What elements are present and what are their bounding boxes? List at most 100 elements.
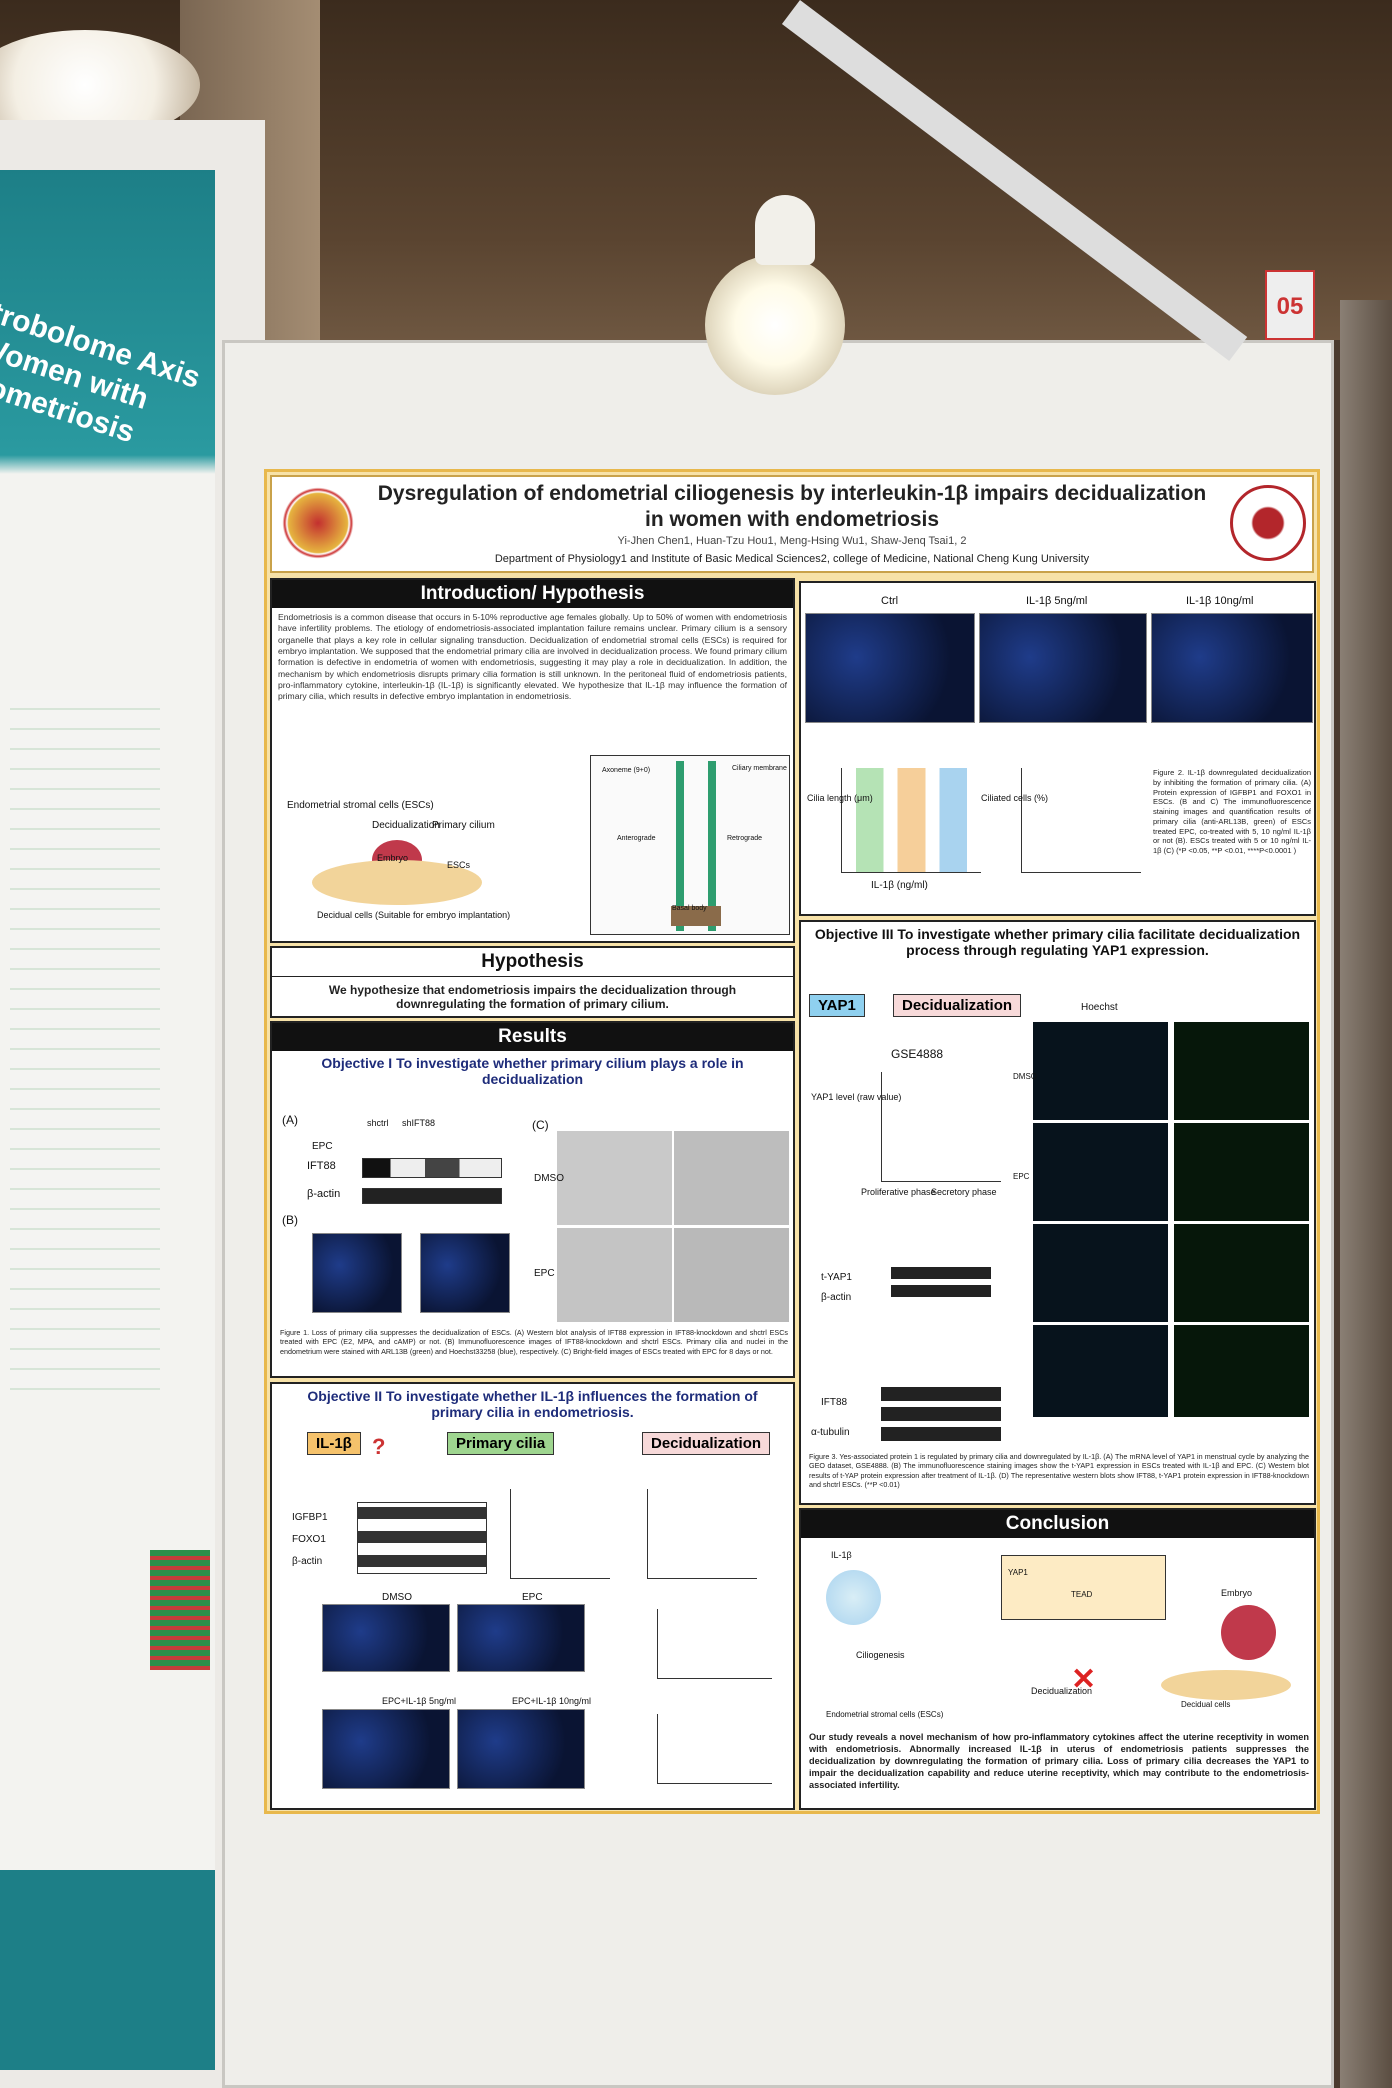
figure-label: IGFBP1 (292, 1512, 328, 1523)
hypothesis-text: We hypothesize that endometriosis impair… (328, 983, 737, 1011)
spot-lamp (705, 255, 845, 395)
micro-image (420, 1233, 510, 1313)
flow-box: Decidualization (642, 1432, 771, 1455)
brightfield-image (557, 1228, 672, 1322)
figure-label: EPC (312, 1141, 333, 1152)
objective-1: Objective I To investigate whether prima… (321, 1055, 744, 1087)
figure-label: (B) (282, 1213, 298, 1227)
bar-chart (647, 1489, 757, 1579)
figure-label: Endometrial stromal cells (ESCs) (826, 1710, 944, 1719)
figure-label: Ctrl (881, 595, 899, 607)
flow-box: IL-1β (307, 1432, 361, 1455)
figure-label: Ciliated cells (%) (981, 793, 1049, 803)
figure-label: Cilia length (μm) (807, 793, 873, 803)
booth-number: 05 (1265, 270, 1315, 340)
figure-label: Basal body (672, 905, 707, 912)
affiliation: Department of Physiology1 and Institute … (494, 553, 1090, 565)
western-blot (362, 1158, 502, 1178)
decidual-cells (1161, 1670, 1291, 1700)
embryo-icon (1221, 1605, 1276, 1660)
section-heading: Conclusion (801, 1510, 1314, 1538)
figure-label: EPC (522, 1592, 543, 1603)
figure-label: DMSO (1013, 1072, 1037, 1081)
axoneme (676, 761, 716, 931)
figure-label: Proliferative phase (861, 1187, 936, 1197)
figure-label: IL-1β (ng/ml) (871, 880, 928, 891)
micro-image (312, 1233, 402, 1313)
figure-label: IFT88 (307, 1160, 336, 1172)
figure-label: EPC (1013, 1172, 1030, 1181)
figure-label: Retrograde (727, 835, 763, 842)
dot-chart (841, 768, 981, 873)
intro-text: Endometriosis is a common disease that o… (278, 612, 787, 702)
micro-image (979, 613, 1147, 723)
figure-label: YAP1 (1008, 1568, 1028, 1577)
section-heading: Hypothesis (272, 948, 793, 977)
flow-box: Primary cilia (447, 1432, 555, 1455)
brightfield-image (674, 1131, 789, 1225)
brightfield-image (557, 1131, 672, 1225)
logo-right (1230, 485, 1306, 561)
figure-label: IFT88 (821, 1397, 848, 1408)
cilium-inset (590, 755, 790, 935)
conclusion-text: Our study reveals a novel mechanism of h… (809, 1732, 1309, 1790)
figure-label: shctrl (367, 1118, 389, 1128)
micro-image (322, 1709, 450, 1789)
objective-3: Objective III To investigate whether pri… (814, 926, 1301, 958)
conclusion: Conclusion ✕ Our study reveals a novel m… (799, 1508, 1316, 1810)
figure-caption: Figure 1. Loss of primary cilia suppress… (280, 1328, 788, 1356)
western-blot (362, 1188, 502, 1204)
figure-label: Embryo (1221, 1588, 1253, 1598)
figure-label: FOXO1 (292, 1534, 326, 1545)
figure-caption: Figure 2. IL-1β downregulated decidualiz… (1153, 768, 1311, 855)
figure-label: Decidual cells (1181, 1700, 1231, 1709)
intro-diagram: Endometrial stromal cells (ESCs) Decidual… (272, 745, 793, 941)
figure-label: Ciliogenesis (856, 1650, 905, 1660)
objective-3-section: Objective III To investigate whether pri… (799, 920, 1316, 1505)
figure-label: α-tubulin (811, 1427, 850, 1438)
micro-image (322, 1604, 450, 1672)
figure-label: EPC (534, 1268, 555, 1279)
block-mark: ✕ (1071, 1663, 1097, 1696)
figure-label: Ciliary membrane (732, 765, 787, 772)
figure-label: t-YAP1 (821, 1272, 852, 1283)
micro-image (457, 1709, 585, 1789)
figure-label: Hoechst (1081, 1002, 1118, 1013)
dot-chart (657, 1609, 772, 1679)
hypothesis: Hypothesis We hypothesize that endometri… (270, 946, 795, 1018)
flow-box: YAP1 (809, 994, 865, 1017)
logo-left (280, 485, 356, 561)
figure-label: Decidualization (1031, 1686, 1093, 1696)
figure-label: DMSO (382, 1592, 412, 1603)
figure-label: Endometrial stromal cells (ESCs) (287, 800, 434, 811)
figure-caption: Figure 3. Yes-associated protein 1 is re… (809, 1452, 1309, 1490)
authors: Yi-Jhen Chen1, Huan-Tzu Hou1, Meng-Hsing… (617, 535, 967, 547)
yap-inset (1001, 1555, 1166, 1620)
flow-box: Decidualization (893, 994, 1022, 1017)
dot-chart (881, 1072, 1001, 1182)
poster-title: Dysregulation of endometrial ciliogenesi… (377, 482, 1207, 532)
figure-2: Figure 2. IL-1β downregulated decidualiz… (799, 581, 1316, 916)
micro-image (805, 613, 975, 723)
figure-label: TEAD (1071, 1590, 1093, 1599)
western-blot (881, 1387, 1001, 1442)
dot-chart (1021, 768, 1141, 873)
figure-label: β-actin (821, 1292, 852, 1303)
figure-label: shIFT88 (402, 1118, 436, 1128)
figure-label: EPC+IL-1β 5ng/ml (382, 1696, 456, 1706)
results: Results Objective I To investigate wheth… (270, 1021, 795, 1378)
figure-label: DMSO (534, 1173, 564, 1184)
western-blot (891, 1267, 991, 1302)
lamp-head (755, 195, 815, 265)
figure-label: β-actin (307, 1188, 341, 1200)
il1b-icon (826, 1570, 881, 1625)
figure-label: Primary cilium (432, 820, 495, 831)
figure-label: Secretory phase (931, 1187, 997, 1197)
figure-label: (A) (282, 1113, 298, 1127)
figure-label: YAP1 level (raw value) (811, 1092, 902, 1102)
figure-label: Axoneme (9+0) (602, 767, 651, 774)
figure-label: Embryo (377, 853, 409, 863)
figure-label: Decidual cells (Suitable for embryo impl… (317, 910, 511, 920)
